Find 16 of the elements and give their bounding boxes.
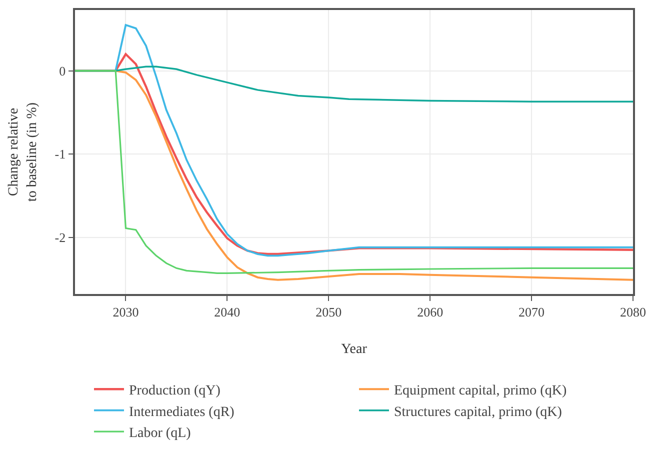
x-tick-label: 2060 <box>417 304 444 320</box>
x-tick-label: 2030 <box>112 304 139 320</box>
x-tick-label: 2080 <box>620 304 646 320</box>
legend-label: Labor (qL) <box>129 426 192 441</box>
legend-label: Production (qY) <box>129 384 221 399</box>
legend-label: Intermediates (qR) <box>129 404 235 420</box>
x-tick-label: 2070 <box>518 304 545 320</box>
legend-label: Structures capital, primo (qK) <box>394 404 562 420</box>
y-tick-label: 0 <box>59 63 66 78</box>
x-tick-label: 2040 <box>214 304 240 320</box>
y-tick-label: -1 <box>54 146 66 162</box>
legend-label: Equipment capital, primo (qK) <box>394 384 567 399</box>
y-tick-label: -2 <box>54 230 66 245</box>
x-tick-label: 2050 <box>316 304 342 320</box>
x-axis-title: Year <box>341 342 368 358</box>
y-axis-title: Change relative to baseline (in %) <box>6 102 40 202</box>
